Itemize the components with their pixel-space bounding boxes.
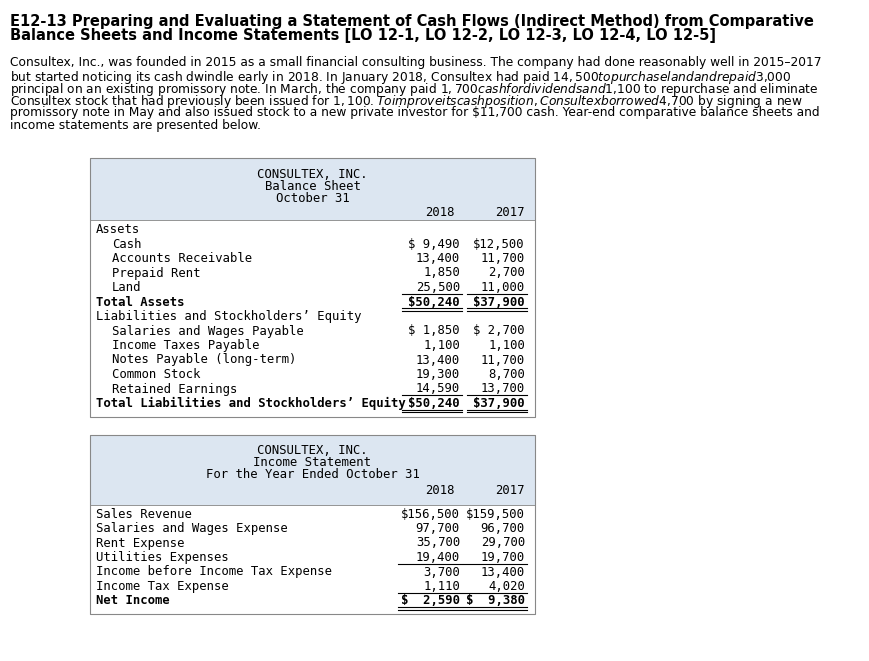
- Text: Cash: Cash: [112, 237, 142, 251]
- Text: Notes Payable (long-term): Notes Payable (long-term): [112, 354, 296, 366]
- Text: 2018: 2018: [425, 485, 454, 498]
- Text: 35,700: 35,700: [415, 537, 460, 549]
- Text: 13,400: 13,400: [415, 354, 460, 366]
- Text: 13,700: 13,700: [481, 383, 524, 395]
- Text: $50,240: $50,240: [408, 397, 460, 410]
- Text: Consultex, Inc., was founded in 2015 as a small financial consulting business. T: Consultex, Inc., was founded in 2015 as …: [10, 56, 820, 69]
- Text: E12-13 Preparing and Evaluating a Statement of Cash Flows (Indirect Method) from: E12-13 Preparing and Evaluating a Statem…: [10, 14, 813, 29]
- Text: 4,020: 4,020: [488, 580, 524, 593]
- Text: $156,500: $156,500: [401, 508, 460, 520]
- Text: $ 2,700: $ 2,700: [473, 325, 524, 338]
- FancyBboxPatch shape: [90, 434, 534, 504]
- Text: Prepaid Rent: Prepaid Rent: [112, 266, 200, 280]
- Text: Total Assets: Total Assets: [96, 295, 184, 309]
- Text: Accounts Receivable: Accounts Receivable: [112, 252, 252, 265]
- Text: 11,700: 11,700: [481, 252, 524, 265]
- FancyBboxPatch shape: [90, 220, 534, 416]
- Text: 19,300: 19,300: [415, 368, 460, 381]
- Text: 2017: 2017: [494, 206, 524, 219]
- Text: 8,700: 8,700: [488, 368, 524, 381]
- Text: CONSULTEX, INC.: CONSULTEX, INC.: [257, 168, 368, 181]
- Text: 1,100: 1,100: [422, 339, 460, 352]
- Text: $50,240: $50,240: [408, 295, 460, 309]
- Text: October 31: October 31: [275, 192, 349, 205]
- Text: 2,700: 2,700: [488, 266, 524, 280]
- Text: Land: Land: [112, 281, 142, 294]
- Text: 3,700: 3,700: [422, 566, 460, 578]
- Text: 13,400: 13,400: [481, 566, 524, 578]
- Text: Assets: Assets: [96, 223, 140, 236]
- Text: 29,700: 29,700: [481, 537, 524, 549]
- Text: 96,700: 96,700: [481, 522, 524, 535]
- Text: For the Year Ended October 31: For the Year Ended October 31: [205, 469, 419, 481]
- Text: Liabilities and Stockholders’ Equity: Liabilities and Stockholders’ Equity: [96, 310, 362, 323]
- Text: 13,400: 13,400: [415, 252, 460, 265]
- Text: $12,500: $12,500: [473, 237, 524, 251]
- Text: Balance Sheet: Balance Sheet: [264, 180, 360, 193]
- Text: but started noticing its cash dwindle early in 2018. In January 2018, Consultex : but started noticing its cash dwindle ea…: [10, 69, 791, 85]
- Text: Common Stock: Common Stock: [112, 368, 200, 381]
- Text: 25,500: 25,500: [415, 281, 460, 294]
- Text: 1,850: 1,850: [422, 266, 460, 280]
- Text: Retained Earnings: Retained Earnings: [112, 383, 237, 395]
- Text: $  9,380: $ 9,380: [466, 594, 524, 607]
- Text: Consultex stock that had previously been issued for $1,100. To improve its cash : Consultex stock that had previously been…: [10, 93, 802, 110]
- Text: 14,590: 14,590: [415, 383, 460, 395]
- Text: 1,110: 1,110: [422, 580, 460, 593]
- Text: $37,900: $37,900: [473, 397, 524, 410]
- Text: $  2,590: $ 2,590: [401, 594, 460, 607]
- Text: 19,700: 19,700: [481, 551, 524, 564]
- Text: 11,700: 11,700: [481, 354, 524, 366]
- Text: promissory note in May and also issued stock to a new private investor for $11,7: promissory note in May and also issued s…: [10, 106, 819, 119]
- Text: Income Taxes Payable: Income Taxes Payable: [112, 339, 259, 352]
- Text: $ 1,850: $ 1,850: [408, 325, 460, 338]
- Text: 2018: 2018: [425, 206, 454, 219]
- Text: Sales Revenue: Sales Revenue: [96, 508, 192, 520]
- Text: principal on an existing promissory note. In March, the company paid $1,700 cash: principal on an existing promissory note…: [10, 81, 818, 98]
- Text: 19,400: 19,400: [415, 551, 460, 564]
- Text: $37,900: $37,900: [473, 295, 524, 309]
- Text: 11,000: 11,000: [481, 281, 524, 294]
- Text: Income Tax Expense: Income Tax Expense: [96, 580, 229, 593]
- Text: Income Statement: Income Statement: [253, 457, 371, 469]
- Text: income statements are presented below.: income statements are presented below.: [10, 118, 261, 132]
- Text: 2017: 2017: [494, 485, 524, 498]
- Text: Income before Income Tax Expense: Income before Income Tax Expense: [96, 566, 332, 578]
- Text: $ 9,490: $ 9,490: [408, 237, 460, 251]
- Text: Salaries and Wages Expense: Salaries and Wages Expense: [96, 522, 288, 535]
- Text: 97,700: 97,700: [415, 522, 460, 535]
- Text: Total Liabilities and Stockholders’ Equity: Total Liabilities and Stockholders’ Equi…: [96, 397, 405, 410]
- Text: $159,500: $159,500: [466, 508, 524, 520]
- Text: Rent Expense: Rent Expense: [96, 537, 184, 549]
- Text: Utilities Expenses: Utilities Expenses: [96, 551, 229, 564]
- Text: 1,100: 1,100: [488, 339, 524, 352]
- Text: CONSULTEX, INC.: CONSULTEX, INC.: [257, 444, 368, 457]
- FancyBboxPatch shape: [90, 504, 534, 614]
- Text: Salaries and Wages Payable: Salaries and Wages Payable: [112, 325, 303, 338]
- Text: Net Income: Net Income: [96, 594, 169, 607]
- Text: Balance Sheets and Income Statements [LO 12-1, LO 12-2, LO 12-3, LO 12-4, LO 12-: Balance Sheets and Income Statements [LO…: [10, 28, 715, 43]
- FancyBboxPatch shape: [90, 158, 534, 220]
